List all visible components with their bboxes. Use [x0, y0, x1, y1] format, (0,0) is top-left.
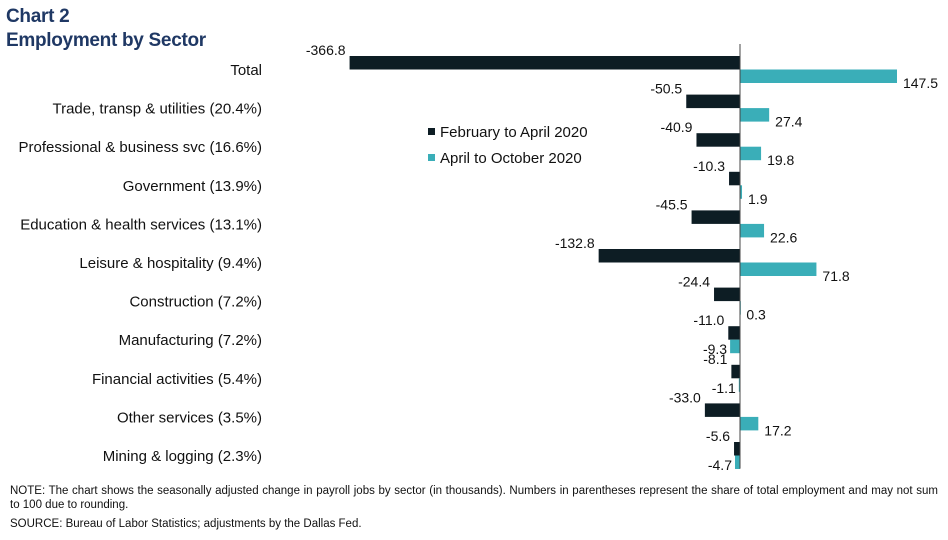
bar-feb-apr [598, 249, 740, 263]
category-label: Government (13.9%) [123, 178, 262, 195]
bar-chart: Total -366.8 147.5 Trade, transp & utilitie… [19, 42, 939, 473]
data-label: 1.9 [748, 191, 768, 207]
legend-entry: April to October 2020 [440, 150, 582, 167]
chart-note: NOTE: The chart shows the seasonally adj… [10, 485, 938, 511]
bar-apr-oct [740, 416, 759, 431]
bar-feb-apr [729, 171, 740, 186]
bar-apr-oct [740, 262, 817, 276]
bar-feb-apr [714, 287, 740, 302]
bar-apr-oct [740, 69, 897, 83]
bar-apr-oct [740, 185, 743, 199]
category-label: Manufacturing (7.2%) [119, 332, 262, 349]
data-label: 27.4 [775, 114, 802, 130]
bar-apr-oct [740, 108, 770, 122]
bar-feb-apr [728, 326, 740, 340]
data-label: -132.8 [555, 235, 595, 251]
data-label: -33.0 [669, 389, 701, 405]
data-label: 19.8 [767, 152, 794, 168]
chart-title-block: Chart 2 Employment by Sector [6, 5, 206, 53]
data-label: -24.4 [678, 274, 710, 290]
bar-feb-apr [734, 442, 740, 456]
bar-apr-oct [734, 455, 740, 469]
bar-feb-apr [704, 403, 740, 417]
data-label: -50.5 [650, 81, 682, 97]
bar-apr-oct [740, 223, 765, 238]
category-label: Other services (3.5%) [117, 409, 262, 426]
data-label: -45.5 [656, 196, 688, 212]
data-label: 0.3 [746, 307, 766, 323]
data-label: 147.5 [903, 75, 938, 91]
bar-apr-oct [738, 378, 740, 392]
data-label: -8.1 [703, 351, 727, 367]
legend-entry: February to April 2020 [440, 124, 588, 141]
legend-swatch [428, 128, 435, 135]
category-label: Trade, transp & utilities (20.4%) [52, 101, 262, 118]
bar-feb-apr [731, 364, 740, 379]
chart-number: Chart 2 [6, 6, 70, 27]
category-label: Mining & logging (2.3%) [103, 448, 262, 465]
data-label: -366.8 [306, 42, 346, 58]
legend-swatch [428, 154, 435, 161]
data-label: -40.9 [661, 119, 693, 135]
bar-apr-oct [730, 339, 740, 354]
chart-source: SOURCE: Bureau of Labor Statistics; adju… [10, 518, 362, 530]
bar-feb-apr [696, 133, 740, 147]
data-label: 22.6 [770, 229, 797, 245]
data-label: -9.3 [703, 341, 727, 357]
data-label: -11.0 [693, 312, 724, 328]
category-label: Education & health services (13.1%) [20, 216, 262, 233]
category-label: Leisure & hospitality (9.4%) [79, 255, 262, 272]
bar-feb-apr [349, 56, 740, 70]
category-label: Construction (7.2%) [129, 294, 262, 311]
bar-feb-apr [686, 94, 740, 109]
category-label: Financial activities (5.4%) [92, 371, 262, 388]
data-label: 71.8 [822, 268, 849, 284]
data-label: -10.3 [693, 158, 725, 174]
data-label: -4.7 [708, 457, 732, 473]
bar-apr-oct [740, 146, 762, 161]
bar-feb-apr [691, 210, 740, 224]
category-label: Total [230, 62, 262, 79]
data-label: -5.6 [706, 428, 730, 444]
data-label: 17.2 [764, 422, 791, 438]
chart-title: Employment by Sector [6, 30, 206, 51]
data-label: -1.1 [712, 380, 736, 396]
category-label: Professional & business svc (16.6%) [19, 139, 262, 156]
